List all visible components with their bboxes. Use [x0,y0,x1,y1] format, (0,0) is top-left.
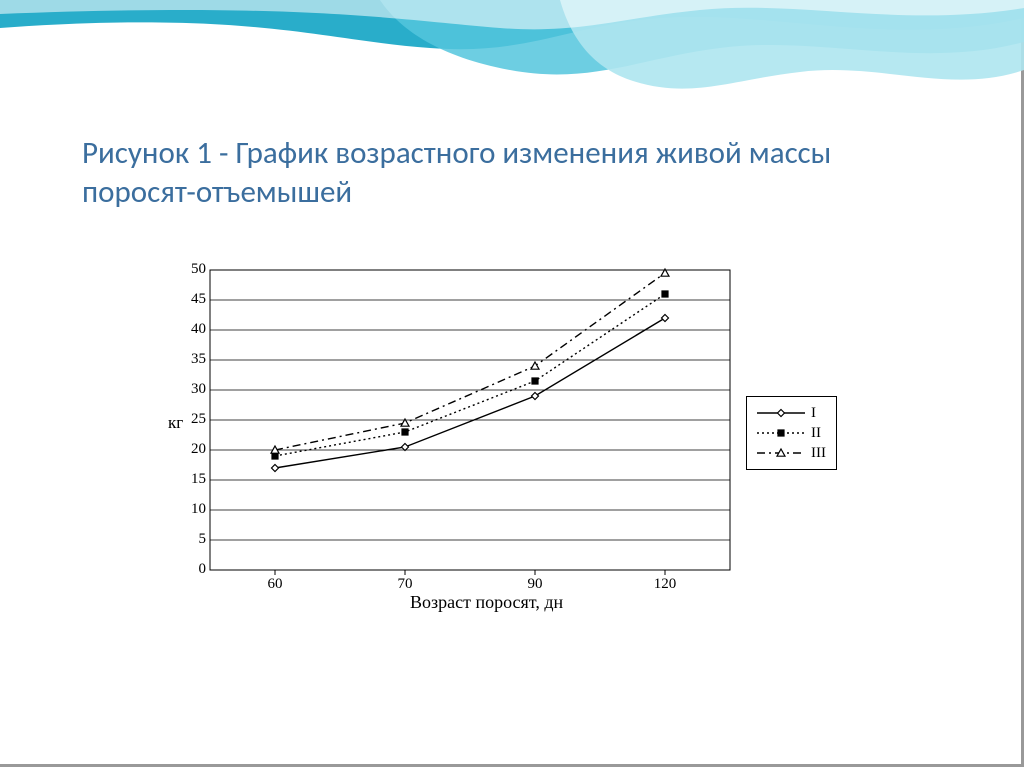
y-tick-label: 50 [176,261,206,278]
x-tick-label: 90 [515,576,555,593]
x-tick-label: 70 [385,576,425,593]
y-tick-label: 35 [176,351,206,368]
legend-item: II [757,423,826,443]
y-tick-label: 15 [176,471,206,488]
x-tick-label: 120 [645,576,685,593]
y-tick-label: 40 [176,321,206,338]
legend: IIIIII [746,396,837,470]
y-tick-label: 45 [176,291,206,308]
legend-label: I [811,405,816,422]
legend-label: III [811,445,826,462]
slide: Рисунок 1 - График возрастного изменения… [0,0,1024,767]
y-tick-label: 20 [176,441,206,458]
y-tick-label: 30 [176,381,206,398]
y-tick-label: 10 [176,501,206,518]
y-tick-label: 0 [176,561,206,578]
slide-title: Рисунок 1 - График возрастного изменения… [82,134,942,212]
legend-label: II [811,425,821,442]
legend-item: I [757,403,826,423]
legend-item: III [757,443,826,463]
x-tick-label: 60 [255,576,295,593]
x-axis-label: Возраст поросят, дн [410,592,563,613]
wave-decoration [0,0,1024,120]
line-chart: 05101520253035404550 607090120 кг Возрас… [150,260,870,650]
y-axis-label: кг [168,413,183,433]
y-tick-label: 5 [176,531,206,548]
